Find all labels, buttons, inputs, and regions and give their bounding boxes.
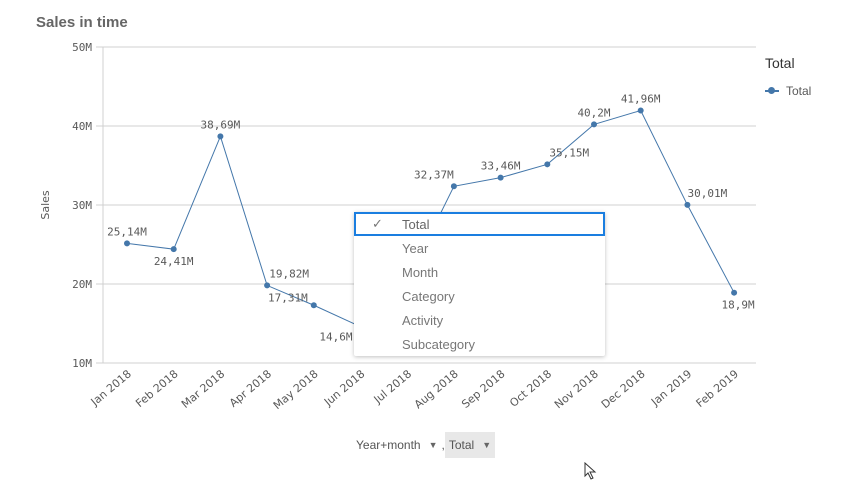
dropdown-item-year[interactable]: Year	[402, 240, 429, 256]
legend-item-total[interactable]: Total	[765, 84, 811, 98]
y-tick-label: 30M	[72, 199, 92, 212]
x-tick-label: Aug 2018	[412, 367, 461, 411]
data-label: 32,37M	[414, 168, 454, 181]
data-point	[497, 174, 504, 181]
x-tick-label: Nov 2018	[552, 367, 601, 411]
data-label: 18,9M	[722, 299, 755, 312]
dimension-picker[interactable]: Year+month ▼	[356, 438, 438, 452]
data-label: 25,14M	[107, 225, 147, 238]
data-point	[544, 161, 551, 168]
data-label: 35,15M	[549, 146, 589, 159]
data-point	[637, 107, 644, 114]
data-point	[217, 133, 224, 140]
y-tick-label: 20M	[72, 278, 92, 291]
caret-down-icon: ▼	[482, 440, 492, 450]
legend-title: Total	[765, 55, 795, 71]
axis-pickers: Year+month ▼ , Total ▼	[352, 432, 496, 458]
dropdown-item-total[interactable]: ✓ Total	[354, 212, 605, 236]
chart-title: Sales in time	[36, 14, 128, 31]
data-label: 40,2M	[577, 106, 610, 119]
x-tick-label: Jan 2018	[88, 367, 134, 409]
dropdown-item-category[interactable]: Category	[402, 288, 455, 304]
data-label: 24,41M	[154, 255, 194, 268]
picker-separator: ,	[441, 438, 445, 452]
y-tick-label: 10M	[72, 357, 92, 370]
mouse-cursor-icon	[584, 462, 597, 480]
x-tick-label: Jun 2018	[321, 367, 367, 409]
y-tick-label: 50M	[72, 41, 92, 54]
dropdown-item-subcategory[interactable]: Subcategory	[402, 336, 475, 352]
x-tick-label: Oct 2018	[507, 367, 554, 409]
data-label: 33,46M	[481, 160, 521, 173]
measure-picker[interactable]: Total ▼	[444, 432, 496, 458]
data-point	[264, 282, 271, 289]
data-label: 14,6M	[319, 331, 352, 344]
x-tick-label: May 2018	[271, 367, 321, 412]
x-tick-label: Jan 2019	[648, 367, 694, 409]
x-tick-label: Feb 2018	[133, 367, 180, 410]
x-tick-label: Sep 2018	[459, 367, 507, 411]
data-point	[731, 289, 738, 296]
caret-down-icon: ▼	[428, 440, 438, 450]
data-label: 17,31M	[268, 291, 308, 304]
x-tick-label: Apr 2018	[227, 367, 274, 409]
y-tick-label: 40M	[72, 120, 92, 133]
data-point	[124, 240, 130, 247]
x-tick-label: Mar 2018	[179, 367, 227, 411]
data-point	[310, 302, 317, 309]
data-point	[450, 183, 457, 190]
x-tick-label: Jul 2018	[371, 367, 414, 406]
check-icon: ✓	[372, 216, 383, 231]
data-label: 30,01M	[688, 187, 728, 200]
y-axis-title: Sales	[39, 190, 52, 220]
data-label: 38,69M	[201, 118, 241, 131]
data-point	[591, 121, 597, 128]
legend-marker-icon	[765, 87, 779, 94]
data-point	[170, 246, 177, 253]
data-label: 41,96M	[621, 93, 661, 106]
dropdown-item-month[interactable]: Month	[402, 264, 439, 280]
x-tick-label: Dec 2018	[599, 367, 648, 411]
measure-dropdown-menu[interactable]: ✓ Total Year Month Category Activity Subc…	[354, 212, 605, 356]
dropdown-item-activity[interactable]: Activity	[402, 312, 444, 328]
data-point	[684, 201, 691, 208]
x-tick-label: Feb 2019	[694, 367, 741, 410]
legend-label: Total	[786, 84, 812, 98]
data-label: 19,82M	[269, 267, 309, 280]
